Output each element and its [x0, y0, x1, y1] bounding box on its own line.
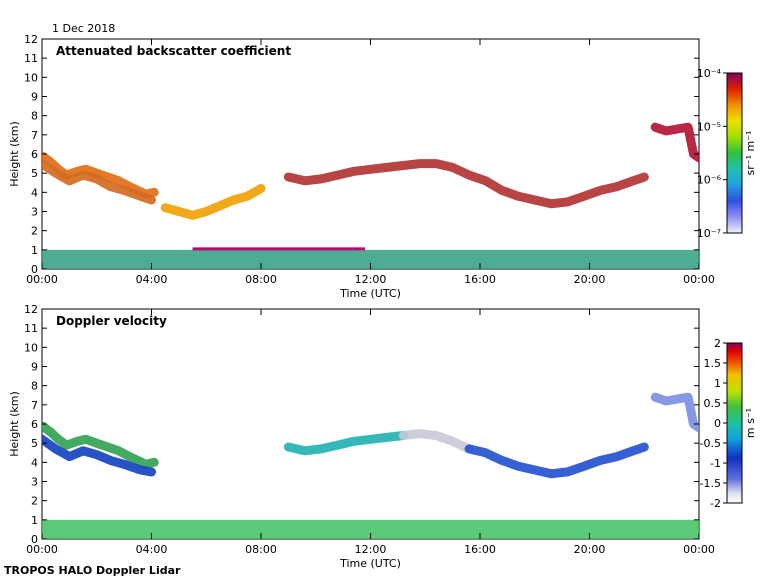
y-tick-label: 8	[31, 110, 38, 123]
colorbar-tick-label: 0	[714, 417, 721, 430]
x-tick-label: 00:00	[683, 273, 715, 286]
cloud-layer-5	[650, 392, 699, 433]
cloud-layer-4	[650, 122, 699, 163]
cloud-layer-0	[42, 151, 159, 199]
y-tick-label: 12	[24, 303, 38, 316]
data-layer	[42, 122, 699, 269]
y-tick-label: 12	[24, 33, 38, 46]
x-tick-label: 04:00	[136, 273, 168, 286]
boundary-layer-band	[42, 519, 699, 539]
y-tick-label: 3	[31, 476, 38, 489]
cloud-layer-2	[283, 431, 408, 456]
x-tick-label: 16:00	[464, 273, 496, 286]
y-tick-label: 10	[24, 71, 38, 84]
colorbar-tick-label: 10⁻⁶	[697, 174, 722, 187]
y-tick-label: 5	[31, 167, 38, 180]
colorbar-tick-label: -1.5	[700, 477, 721, 490]
y-tick-label: 4	[31, 456, 38, 469]
y-tick-label: 6	[31, 418, 38, 431]
x-tick-label: 20:00	[574, 543, 606, 556]
boundary-layer-band	[42, 249, 699, 269]
x-tick-label: 16:00	[464, 543, 496, 556]
colorbar-tick-label: 10⁻⁴	[697, 67, 722, 80]
cloud-layer-3	[283, 159, 649, 209]
x-tick-label: 00:00	[26, 543, 58, 556]
y-axis-label: Height (km)	[8, 121, 21, 187]
y-tick-label: 7	[31, 399, 38, 412]
x-tick-label: 12:00	[355, 543, 387, 556]
panel-title: Attenuated backscatter coefficient	[56, 44, 291, 58]
y-tick-label: 9	[31, 361, 38, 374]
colorbar-unit-label: sr⁻¹ m⁻¹	[744, 131, 757, 176]
data-layer	[42, 392, 699, 539]
x-tick-label: 00:00	[683, 543, 715, 556]
y-tick-label: 1	[31, 514, 38, 527]
y-tick-label: 8	[31, 380, 38, 393]
cloud-layer-1	[42, 434, 156, 477]
plot-area	[41, 308, 700, 540]
y-tick-label: 3	[31, 206, 38, 219]
cloud-layer-2	[160, 184, 266, 220]
y-tick-label: 5	[31, 437, 38, 450]
colorbar-unit-label: m s⁻¹	[744, 408, 757, 438]
x-tick-label: 12:00	[355, 273, 387, 286]
y-tick-label: 11	[24, 322, 38, 335]
cloud-layer-4	[464, 442, 649, 479]
footer-label: TROPOS HALO Doppler Lidar	[4, 564, 181, 577]
y-tick-label: 10	[24, 341, 38, 354]
y-tick-label: 0	[31, 263, 38, 276]
x-axis-label: Time (UTC)	[339, 557, 401, 570]
x-tick-label: 04:00	[136, 543, 168, 556]
panel-title: Doppler velocity	[56, 314, 167, 328]
cloud-layer-3	[398, 429, 474, 454]
y-tick-label: 1	[31, 244, 38, 257]
y-tick-label: 11	[24, 52, 38, 65]
y-tick-label: 9	[31, 91, 38, 104]
colorbar-tick-label: -0.5	[700, 437, 721, 450]
x-tick-label: 08:00	[245, 543, 277, 556]
colorbar-tick-label: 10⁻⁷	[697, 227, 721, 240]
colorbar-tick-label: 1	[714, 377, 721, 390]
colorbar-tick-label: 2	[714, 337, 721, 350]
y-axis-label: Height (km)	[8, 391, 21, 457]
x-axis-label: Time (UTC)	[339, 287, 401, 300]
colorbar-tick-label: 10⁻⁵	[697, 120, 721, 133]
colorbar-tick-label: 1.5	[704, 357, 722, 370]
y-tick-label: 2	[31, 495, 38, 508]
y-tick-label: 7	[31, 129, 38, 142]
x-tick-label: 20:00	[574, 273, 606, 286]
colorbar-tick-label: 0.5	[704, 397, 722, 410]
y-tick-label: 0	[31, 533, 38, 546]
colorbar	[726, 72, 743, 234]
cloud-layer-0	[42, 421, 159, 469]
y-tick-label: 6	[31, 148, 38, 161]
cloud-layer-1	[42, 159, 156, 205]
colorbar	[726, 342, 743, 504]
y-tick-label: 2	[31, 225, 38, 238]
plot-area	[41, 38, 700, 270]
date-label: 1 Dec 2018	[52, 22, 115, 35]
colorbar-tick-label: -2	[710, 497, 721, 510]
x-tick-label: 00:00	[26, 273, 58, 286]
colorbar-tick-label: -1	[710, 457, 721, 470]
y-tick-label: 4	[31, 186, 38, 199]
x-tick-label: 08:00	[245, 273, 277, 286]
